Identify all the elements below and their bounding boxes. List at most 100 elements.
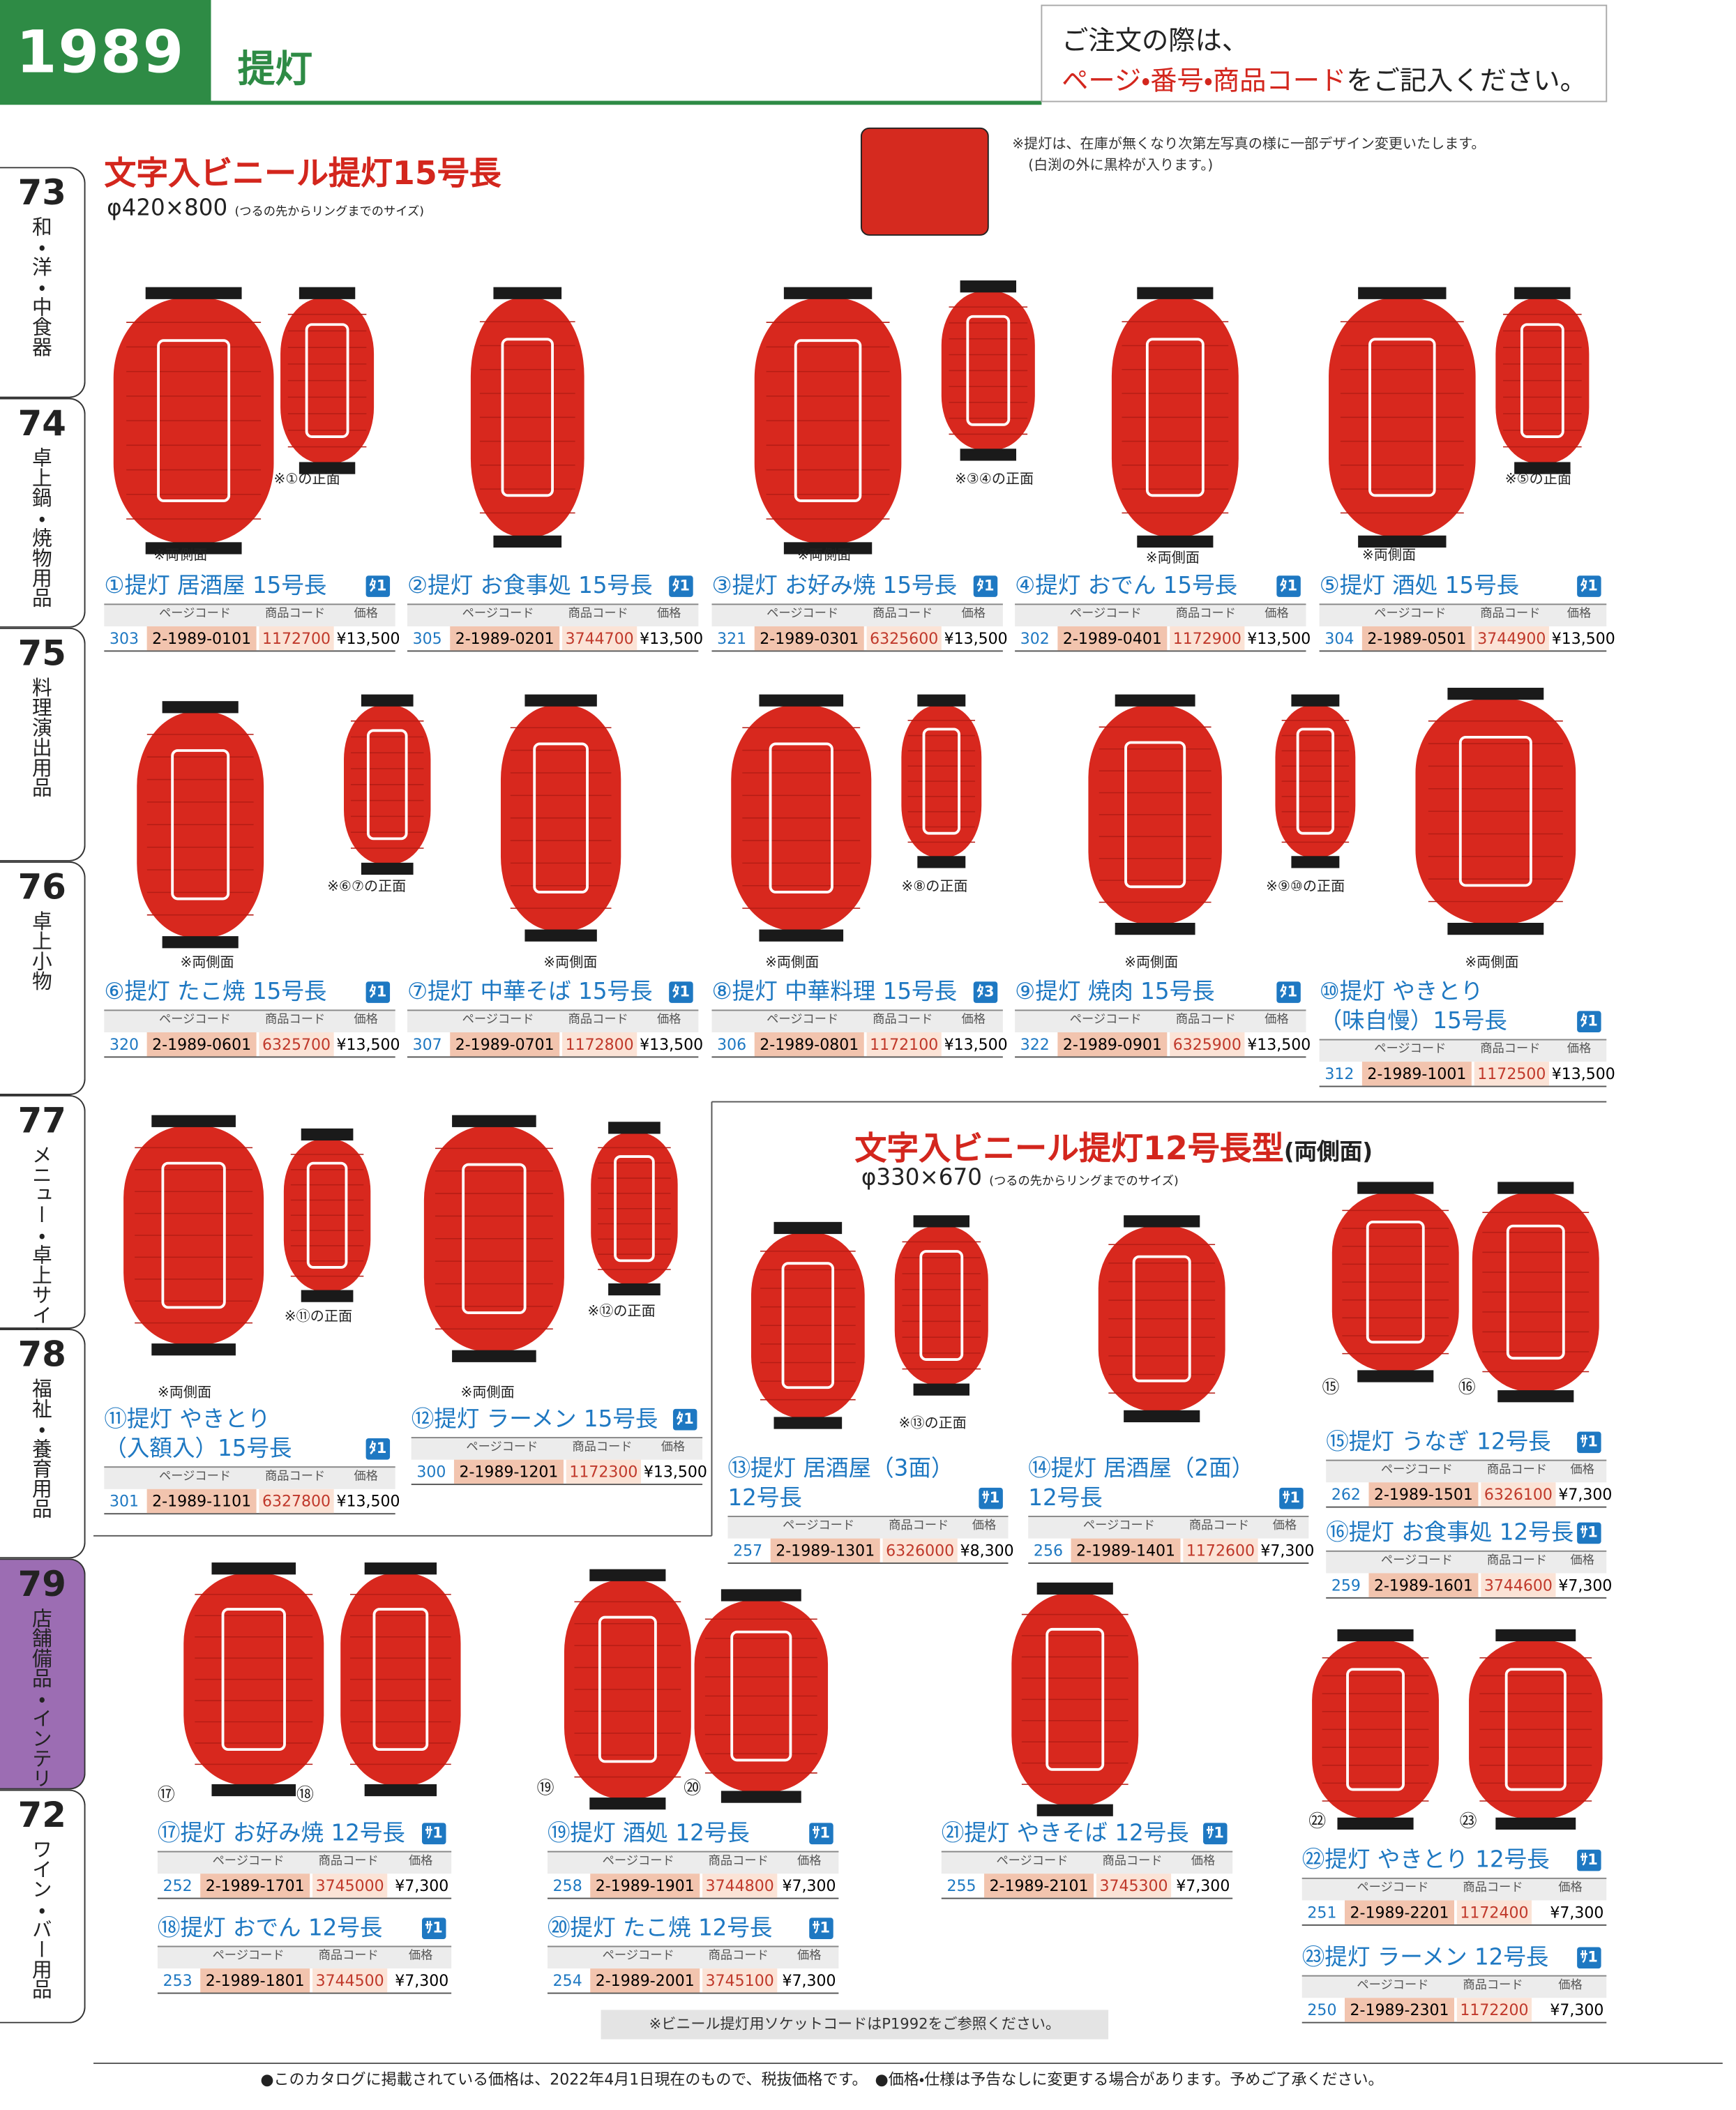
side-tab: 79 店舗備品・インテリア [0,1558,86,1808]
price: ¥13,500 [643,1462,707,1482]
side-tab: 73 和・洋・中食器 [0,167,86,398]
table-header: ページコード [212,1855,285,1869]
lantern-photo [1137,287,1214,299]
page-code: 306 [717,1034,747,1054]
product-name: ⑰提灯 お好み焼 12号長 [157,1820,405,1847]
notice-box [1041,4,1608,103]
lantern-photo [151,1343,236,1356]
lantern-photo [1497,1182,1574,1194]
lantern-photo [1115,694,1195,707]
lantern-photo [211,1562,296,1575]
product-name: ⑥提灯 たこ焼 15号長 [104,979,327,1006]
price: ¥7,300 [1550,1903,1604,1922]
photo-caption: ※両側面 [1145,550,1200,566]
table-header-row [407,603,699,626]
price: ¥13,500 [1247,628,1311,648]
price: ¥13,500 [336,628,400,648]
table-header: ページコード [212,1950,285,1964]
table-row [711,626,1003,652]
table-header: 商品コード [1480,1043,1541,1057]
badge: ﾀ1 [973,575,998,597]
table-header: 価格 [1567,1043,1592,1057]
table-header: ページコード [1374,1043,1447,1057]
item-code: 2-1989-0301 [754,626,864,651]
section-size: φ330×670 (つるの先からリングまでのサイズ) [861,1165,1179,1191]
badge: ﾀ1 [1276,981,1301,1003]
product-name: ⑲提灯 酒処 12号長 [547,1820,750,1847]
lantern-photo [361,862,414,875]
badge: ｻ1 [1577,1947,1601,1969]
page-code: 256 [1033,1541,1063,1560]
photo-label: ⑲ [536,1779,554,1799]
item-code: 2-1989-2101 [984,1874,1094,1898]
item-code: 2-1989-0701 [450,1032,560,1057]
table-header-row [547,1851,839,1874]
lantern-photo [1358,535,1447,548]
table-header: ページコード [1380,1463,1453,1477]
lantern-photo [533,742,589,894]
table-header: 商品コード [1463,1979,1523,1993]
note: (白渕の外に黒枠が入ります。) [1028,157,1214,174]
product-code: 1172400 [1456,1900,1532,1924]
tab-label: 和・洋・中食器 [29,216,54,357]
product-name: ②提灯 お食事処 15号長 [407,573,653,600]
table-header-row [1326,1550,1607,1574]
badge: ﾀ1 [672,1408,697,1431]
lantern-photo [299,462,356,474]
table-header: ページコード [462,1013,534,1027]
price: ¥7,300 [782,1876,836,1895]
photo-caption: ※①の正面 [273,471,340,488]
table-header: 商品コード [265,608,326,621]
tab-label: 福祉・養育用品 [29,1378,54,1519]
tab-label: 料理演出用品 [29,677,54,798]
product-code: 3744800 [702,1874,778,1898]
item-code: 2-1989-0601 [146,1032,257,1057]
badge: ﾀ1 [365,981,391,1003]
lantern-photo [364,1784,437,1797]
lantern-photo [720,1589,801,1602]
badge: ﾀ1 [1577,1011,1601,1032]
table-header-row [1319,603,1607,626]
photo-caption: ※両側面 [765,954,820,971]
tab-label: ワイン・バー用品 [29,1839,54,2000]
photo-label: ⑳ [684,1779,702,1799]
badge: ﾀ3 [973,981,998,1003]
tab-number: 77 [17,1101,66,1142]
item-code: 2-1989-1601 [1368,1573,1479,1597]
badge: ﾀ1 [1577,575,1601,597]
item-code: 2-1989-0901 [1057,1032,1168,1057]
lantern-photo [1337,1817,1414,1830]
lantern-photo [913,1215,969,1228]
product-name: ⑤提灯 酒処 15号長 [1319,573,1520,600]
table-header-row [157,1945,452,1969]
table-header: 商品コード [873,608,933,621]
table-header-row [1015,1009,1306,1032]
tab-label: 卓上小物 [29,910,54,991]
product-name: ③提灯 お好み焼 15号長 [711,573,958,600]
table-header: ページコード [462,608,534,621]
photo-label: ⑱ [296,1785,314,1806]
table-row [157,1874,452,1899]
table-header-row [1301,1877,1607,1901]
lantern-photo [364,1562,437,1575]
product-name: ㉒提灯 やきとり 12号長 [1301,1846,1550,1874]
lantern-photo [794,339,862,502]
lantern-photo [783,542,873,555]
table-header-row [711,603,1003,626]
lantern-photo [151,1115,236,1127]
lantern-photo [614,1155,655,1263]
lantern-photo [783,287,873,299]
price: ¥7,300 [1558,1485,1613,1504]
product-code: 1172200 [1456,1998,1532,2022]
product-name: ④提灯 おでん 15号長 [1015,573,1238,600]
product-name: ⑬提灯 居酒屋（3面） [727,1455,954,1483]
price: ¥13,500 [944,628,1008,648]
lantern-photo [1495,1817,1576,1830]
tab-number: 75 [17,634,66,675]
lantern-photo [524,929,597,942]
table-header: 価格 [797,1855,822,1869]
title: 文字入ビニール提灯12号長型 [854,1129,1284,1168]
price: ¥13,500 [336,1034,400,1054]
lantern-photo [608,1283,661,1296]
tab-number: 72 [17,1796,66,1837]
